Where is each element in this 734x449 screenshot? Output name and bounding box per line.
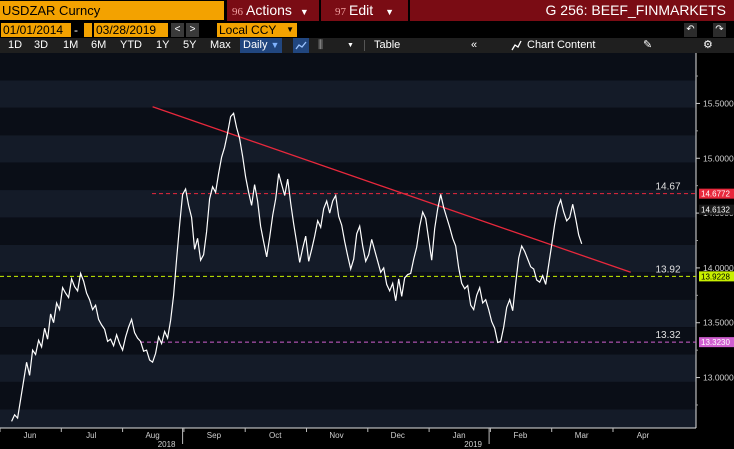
- value-tags: 14.6772 13.9228 13.3230 14.6132: [699, 188, 734, 348]
- period-1m-button[interactable]: 1M: [63, 39, 79, 51]
- resistance-value-tag: [699, 188, 734, 199]
- chevron-down-icon: ▼: [286, 25, 294, 34]
- x-tick-label: Mar: [575, 431, 589, 440]
- frequency-select[interactable]: Daily ▼: [240, 38, 283, 53]
- start-date-field[interactable]: 01/01/2014: [1, 23, 71, 37]
- x-axis: Jun Jul Aug Sep Oct Nov Dec Jan Feb Mar Apr 2018 201…: [0, 428, 650, 449]
- candlestick-icon[interactable]: ⫼: [318, 39, 324, 51]
- chart-band: [0, 409, 696, 428]
- x-tick-label: Aug: [145, 431, 159, 440]
- x-tick-label: Jan: [453, 431, 466, 440]
- year-label: 2019: [464, 440, 482, 449]
- frequency-label: Daily: [243, 39, 268, 51]
- period-6m-button[interactable]: 6M: [91, 39, 107, 51]
- x-tick-label: Apr: [637, 431, 650, 440]
- support-value-tag: [699, 271, 734, 282]
- collapse-double-chevron-icon[interactable]: «: [471, 39, 478, 51]
- settings-gear-icon[interactable]: ⚙: [703, 39, 713, 51]
- last-price-tag: [699, 204, 734, 215]
- period-5y-button[interactable]: 5Y: [183, 39, 197, 51]
- chart-band: [0, 327, 696, 355]
- chart-band: [0, 381, 696, 410]
- x-tick-label: Oct: [269, 431, 282, 440]
- edit-menu-label: Edit: [349, 2, 374, 18]
- y-tick-label: 13.5000: [703, 318, 734, 328]
- line-chart-icon[interactable]: [293, 38, 309, 53]
- low-value-tag-text: 13.3230: [701, 338, 730, 347]
- table-button[interactable]: Table: [374, 39, 401, 51]
- actions-menu-label: Actions: [246, 2, 292, 18]
- x-tick-label: Dec: [391, 431, 405, 440]
- chevron-down-icon: ▼: [299, 7, 309, 17]
- graph-title: G 256: BEEF_FINMARKETS: [410, 0, 734, 21]
- chart-band: [0, 53, 696, 81]
- divider: [364, 40, 365, 51]
- chart-band: [0, 299, 696, 328]
- redo-icon[interactable]: ↷: [713, 23, 726, 37]
- top-menu-bar: USDZAR Curncy 96 Actions ▼ 97 Edit ▼ G 256: …: [0, 0, 734, 22]
- x-tick-label: Jul: [86, 431, 96, 440]
- y-axis: 15.500015.000014.500014.000013.500013.00…: [696, 75, 734, 406]
- currency-label: Local CCY: [219, 23, 277, 37]
- currency-select[interactable]: Local CCY ▼: [217, 23, 297, 37]
- date-range-dash: -: [74, 23, 78, 37]
- chart-band: [0, 80, 696, 108]
- y-tick-label: 15.5000: [703, 98, 734, 108]
- actions-menu[interactable]: 96 Actions ▼: [227, 0, 319, 21]
- support-value-tag-text: 13.9228: [701, 272, 730, 281]
- chart-type-dropdown-icon[interactable]: ▼: [347, 42, 354, 49]
- chart-band: [0, 354, 696, 382]
- date-range-bar: 01/01/2014 - 03/28/2019 < > Local CCY ▼ …: [0, 22, 734, 38]
- x-tick-label: Sep: [207, 431, 222, 440]
- y-tick-label: 15.0000: [703, 153, 734, 163]
- chart-band: [0, 107, 696, 136]
- low-value-tag: [699, 337, 734, 348]
- chevron-left-icon[interactable]: <: [171, 23, 184, 37]
- chevron-right-icon[interactable]: >: [186, 23, 199, 37]
- period-3d-button[interactable]: 3D: [34, 39, 49, 51]
- chart-bands: [0, 53, 696, 428]
- y-tick-label: 13.0000: [703, 373, 734, 383]
- annotation-edit-icon[interactable]: ✎: [643, 39, 653, 51]
- period-1y-button[interactable]: 1Y: [156, 39, 170, 51]
- chevron-down-icon: ▼: [270, 40, 280, 50]
- end-date-field[interactable]: 03/28/2019: [94, 23, 168, 37]
- chart-band: [0, 217, 696, 245]
- period-1d-button[interactable]: 1D: [8, 39, 23, 51]
- low-level-label: 13.32: [655, 330, 680, 341]
- security-ticker[interactable]: USDZAR Curncy: [0, 1, 224, 20]
- calendar-icon[interactable]: [84, 23, 92, 37]
- period-max-button[interactable]: Max: [210, 39, 231, 51]
- x-tick-label: Nov: [329, 431, 343, 440]
- chart-content-button[interactable]: Chart Content: [527, 39, 596, 51]
- edit-menu-number: 97: [335, 6, 346, 18]
- x-tick-label: Feb: [514, 431, 528, 440]
- price-chart[interactable]: Jun Jul Aug Sep Oct Nov Dec Jan Feb Mar Apr 2018 201…: [0, 53, 734, 449]
- level-lines: 14.67 13.92 13.32: [0, 182, 696, 343]
- period-ytd-button[interactable]: YTD: [120, 39, 142, 51]
- chart-band: [0, 135, 696, 163]
- actions-menu-number: 96: [232, 6, 243, 18]
- last-price-text: 14.6132: [701, 206, 730, 215]
- edit-menu[interactable]: 97 Edit ▼: [321, 0, 408, 21]
- chart-band: [0, 190, 696, 218]
- period-toolbar: 1D 3D 1M 6M YTD 1Y 5Y Max Daily ▼ ⫼ ▼ Ta…: [0, 38, 734, 53]
- support-level-label: 13.92: [655, 264, 680, 275]
- price-line: [11, 112, 583, 422]
- year-label: 2018: [158, 440, 176, 449]
- undo-icon[interactable]: ↶: [684, 23, 697, 37]
- resistance-level-label: 14.67: [655, 182, 680, 193]
- resistance-value-tag-text: 14.6772: [701, 190, 730, 199]
- trend-line[interactable]: [152, 106, 631, 273]
- x-tick-label: Jun: [24, 431, 37, 440]
- chart-content-icon: [511, 38, 522, 53]
- chevron-down-icon: ▼: [385, 7, 395, 17]
- chart-band: [0, 162, 696, 191]
- y-tick-label: 14.0000: [703, 263, 734, 273]
